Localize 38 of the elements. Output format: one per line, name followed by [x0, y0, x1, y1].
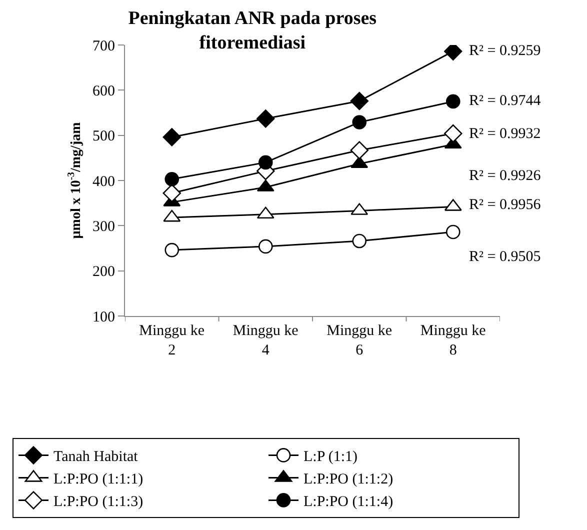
- y-tick-label: 200: [92, 264, 115, 280]
- annotation: R² = 0.9744: [469, 93, 542, 109]
- annotation: R² = 0.9505: [469, 249, 541, 265]
- point: [164, 172, 180, 186]
- point: [446, 224, 460, 240]
- point: [350, 141, 368, 160]
- legend-label: L:P:PO (1:1:1): [54, 472, 144, 488]
- y-tick-label: 100: [92, 309, 115, 326]
- x-tick-label: Minggu ke 8: [420, 323, 486, 358]
- x-tick-label: Minggu ke 2: [139, 323, 205, 358]
- legend-label: L:P:PO (1:1:3): [54, 494, 144, 510]
- x-tick-label: Minggu ke 4: [232, 323, 299, 358]
- point: [446, 94, 460, 109]
- y-tick-label: 600: [92, 83, 115, 100]
- y-tick-label: 700: [92, 38, 115, 54]
- annotation: R² = 0.9259: [469, 43, 541, 59]
- annotation: R² = 0.9932: [469, 126, 541, 142]
- chart-title: Peningkatan ANR pada proses fitoremediasi: [128, 8, 377, 54]
- annotation: R² = 0.9926: [469, 168, 542, 184]
- point: [352, 115, 367, 130]
- point: [258, 239, 273, 254]
- point: [162, 184, 181, 202]
- y-tick-label: 500: [92, 128, 115, 145]
- legend-label: L:P (1:1): [304, 449, 358, 466]
- legend-label: Tanah Habitat: [54, 449, 139, 466]
- annotation: R² = 0.9956: [469, 197, 542, 213]
- point: [444, 124, 462, 143]
- point: [256, 110, 275, 128]
- point: [352, 234, 367, 248]
- point: [258, 155, 273, 170]
- legend-label: L:P:PO (1:1:2): [304, 472, 394, 488]
- x-tick-label: Minggu ke 6: [326, 323, 392, 358]
- point: [162, 128, 181, 146]
- y-tick-label: 400: [92, 174, 115, 190]
- y-tick-label: 300: [92, 218, 115, 235]
- point: [164, 242, 180, 258]
- point: [350, 92, 368, 110]
- legend-label: L:P:PO (1:1:4): [304, 494, 394, 510]
